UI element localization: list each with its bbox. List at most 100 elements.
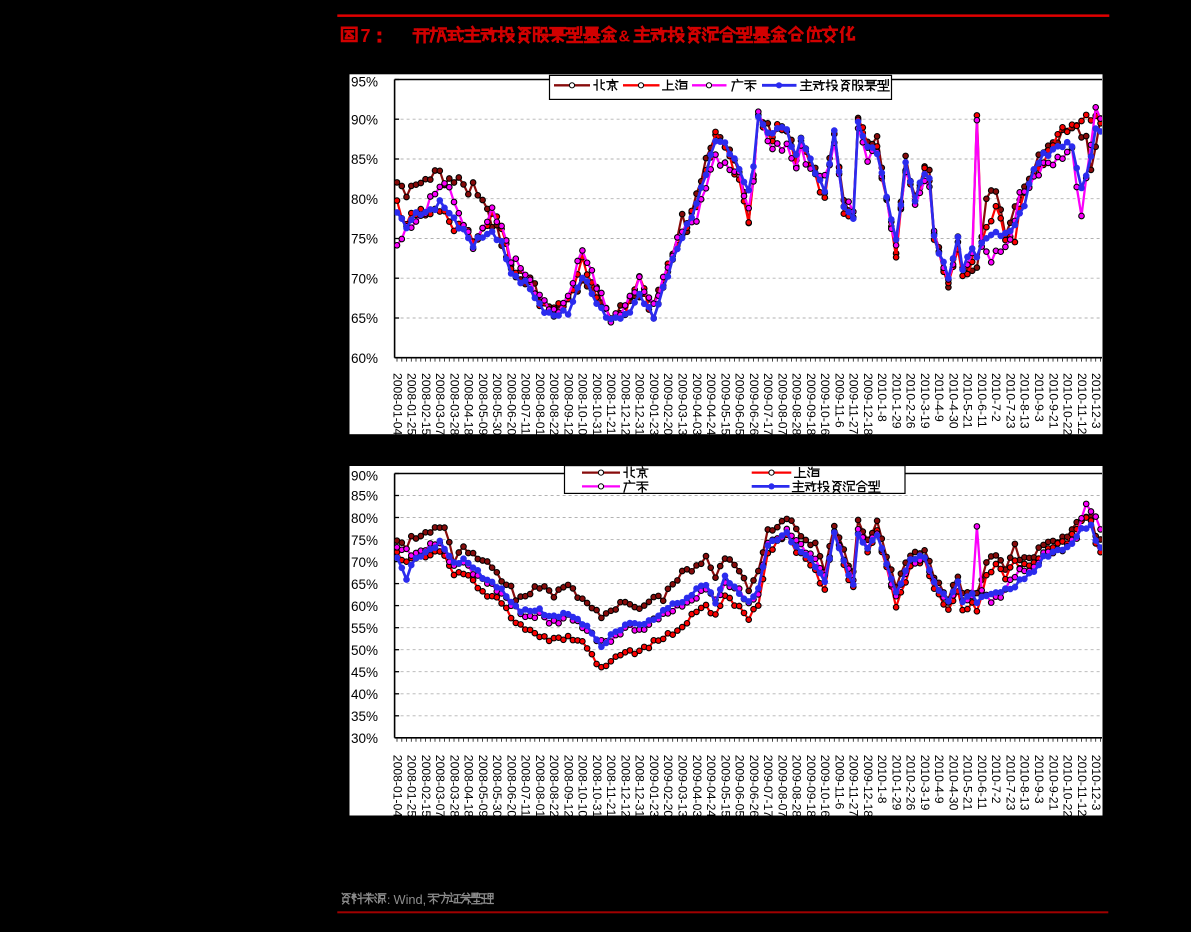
svg-text:40%: 40%: [351, 687, 378, 702]
svg-text:2010-4-30: 2010-4-30: [946, 373, 960, 429]
svg-text:65%: 65%: [351, 311, 378, 326]
svg-text:2009-12-18: 2009-12-18: [861, 373, 875, 436]
svg-text:2009-07-17: 2009-07-17: [761, 373, 775, 436]
svg-text:2008-11-21: 2008-11-21: [604, 755, 618, 817]
svg-text:2010-10-22: 2010-10-22: [1061, 373, 1075, 436]
svg-text:7: 7: [361, 26, 371, 46]
svg-text:60%: 60%: [351, 351, 378, 366]
svg-text:2010-1-8: 2010-1-8: [875, 373, 889, 422]
svg-text:2010-7-2: 2010-7-2: [989, 373, 1003, 422]
svg-text:2009-09-18: 2009-09-18: [804, 373, 818, 436]
svg-text:2009-08-28: 2009-08-28: [790, 755, 804, 818]
svg-text:2008-03-28: 2008-03-28: [447, 373, 461, 436]
svg-text:2008-01-04: 2008-01-04: [390, 373, 404, 436]
svg-text:2009-01-23: 2009-01-23: [647, 755, 661, 818]
svg-text:2009-03-13: 2009-03-13: [676, 755, 690, 818]
svg-text:2010-11-12: 2010-11-12: [1075, 755, 1089, 817]
svg-text:80%: 80%: [351, 511, 378, 526]
svg-text:2009-01-23: 2009-01-23: [647, 373, 661, 436]
svg-text:2008-06-20: 2008-06-20: [504, 373, 518, 436]
svg-text:2008-10-10: 2008-10-10: [576, 755, 590, 818]
svg-text:2010-6-11: 2010-6-11: [975, 373, 989, 428]
svg-text:2010-1-29: 2010-1-29: [889, 755, 903, 811]
svg-text:2010-9-21: 2010-9-21: [1046, 373, 1060, 429]
svg-text:2010-6-11: 2010-6-11: [975, 755, 989, 810]
svg-text:85%: 85%: [351, 152, 378, 167]
svg-text:2010-4-30: 2010-4-30: [946, 755, 960, 811]
svg-text:Wind,: Wind,: [394, 892, 427, 907]
svg-text:2009-09-18: 2009-09-18: [804, 755, 818, 818]
svg-text:2009-05-15: 2009-05-15: [718, 373, 732, 436]
svg-text:45%: 45%: [351, 665, 378, 680]
svg-text:2009-10-16: 2009-10-16: [818, 755, 832, 818]
svg-text:2008-01-04: 2008-01-04: [390, 755, 404, 818]
svg-text:95%: 95%: [351, 75, 378, 90]
svg-text:2008-10-31: 2008-10-31: [590, 755, 604, 818]
svg-text:2009-11-27: 2009-11-27: [847, 373, 861, 435]
svg-text:2010-7-23: 2010-7-23: [1004, 755, 1018, 811]
svg-text:2008-10-31: 2008-10-31: [590, 373, 604, 436]
svg-text:2008-10-10: 2008-10-10: [576, 373, 590, 436]
svg-text:2008-08-22: 2008-08-22: [547, 755, 561, 818]
svg-text:2008-05-09: 2008-05-09: [476, 373, 490, 436]
svg-text:2009-06-26: 2009-06-26: [747, 755, 761, 818]
svg-text:90%: 90%: [351, 469, 378, 484]
svg-text:2008-12-12: 2008-12-12: [619, 373, 633, 436]
svg-text::: :: [387, 893, 390, 907]
svg-text:2010-3-19: 2010-3-19: [918, 755, 932, 811]
svg-text:2010-3-19: 2010-3-19: [918, 373, 932, 429]
svg-text:2010-9-3: 2010-9-3: [1032, 755, 1046, 804]
svg-text:2010-5-21: 2010-5-21: [961, 755, 975, 811]
svg-text:&: &: [619, 29, 631, 46]
svg-text:75%: 75%: [351, 232, 378, 247]
svg-text:90%: 90%: [351, 112, 378, 127]
svg-text:2010-8-13: 2010-8-13: [1018, 755, 1032, 811]
svg-text:2010-8-13: 2010-8-13: [1018, 373, 1032, 429]
svg-text:2008-06-20: 2008-06-20: [504, 755, 518, 818]
svg-text:2009-04-03: 2009-04-03: [690, 373, 704, 436]
svg-text:65%: 65%: [351, 577, 378, 592]
svg-text:2009-10-16: 2009-10-16: [818, 373, 832, 436]
svg-text:55%: 55%: [351, 621, 378, 636]
svg-text:70%: 70%: [351, 555, 378, 570]
svg-text:2008-04-18: 2008-04-18: [462, 373, 476, 436]
svg-text:2009-05-15: 2009-05-15: [718, 755, 732, 818]
svg-text:2010-10-22: 2010-10-22: [1061, 755, 1075, 818]
svg-text:2009-12-18: 2009-12-18: [861, 755, 875, 818]
svg-text:2009-08-07: 2009-08-07: [775, 755, 789, 818]
svg-text:2009-02-20: 2009-02-20: [661, 755, 675, 818]
svg-text:2010-7-23: 2010-7-23: [1004, 373, 1018, 429]
svg-text:2009-11-6: 2009-11-6: [832, 755, 846, 810]
svg-text:2009-04-03: 2009-04-03: [690, 755, 704, 818]
svg-text:2008-08-01: 2008-08-01: [533, 755, 547, 818]
svg-text:2010-9-3: 2010-9-3: [1032, 373, 1046, 422]
svg-text:30%: 30%: [351, 731, 378, 746]
svg-text:2009-06-05: 2009-06-05: [733, 373, 747, 436]
svg-text:2009-06-05: 2009-06-05: [733, 755, 747, 818]
svg-text:2010-4-9: 2010-4-9: [932, 755, 946, 804]
svg-text:50%: 50%: [351, 643, 378, 658]
svg-text:2008-08-01: 2008-08-01: [533, 373, 547, 436]
svg-text:2010-9-21: 2010-9-21: [1046, 755, 1060, 811]
svg-text:2008-03-07: 2008-03-07: [433, 755, 447, 818]
svg-text:70%: 70%: [351, 271, 378, 286]
svg-text:2008-02-15: 2008-02-15: [419, 755, 433, 818]
svg-text:2010-7-2: 2010-7-2: [989, 755, 1003, 804]
svg-text:2008-08-22: 2008-08-22: [547, 373, 561, 436]
svg-text:2010-12-3: 2010-12-3: [1089, 755, 1103, 811]
svg-text:2008-11-21: 2008-11-21: [604, 373, 618, 435]
svg-text:2008-12-12: 2008-12-12: [619, 755, 633, 818]
svg-text:2008-03-07: 2008-03-07: [433, 373, 447, 436]
svg-text:2009-11-6: 2009-11-6: [832, 373, 846, 428]
svg-text:2010-1-29: 2010-1-29: [889, 373, 903, 429]
svg-text:35%: 35%: [351, 709, 378, 724]
svg-text:2009-06-26: 2009-06-26: [747, 373, 761, 436]
svg-text:2009-04-24: 2009-04-24: [704, 373, 718, 436]
svg-text:2010-2-26: 2010-2-26: [904, 755, 918, 811]
svg-text:2010-4-9: 2010-4-9: [932, 373, 946, 422]
svg-text:2008-05-09: 2008-05-09: [476, 755, 490, 818]
svg-text:80%: 80%: [351, 192, 378, 207]
svg-text:2010-12-3: 2010-12-3: [1089, 373, 1103, 429]
svg-text:2010-11-12: 2010-11-12: [1075, 373, 1089, 435]
svg-text:2009-03-13: 2009-03-13: [676, 373, 690, 436]
